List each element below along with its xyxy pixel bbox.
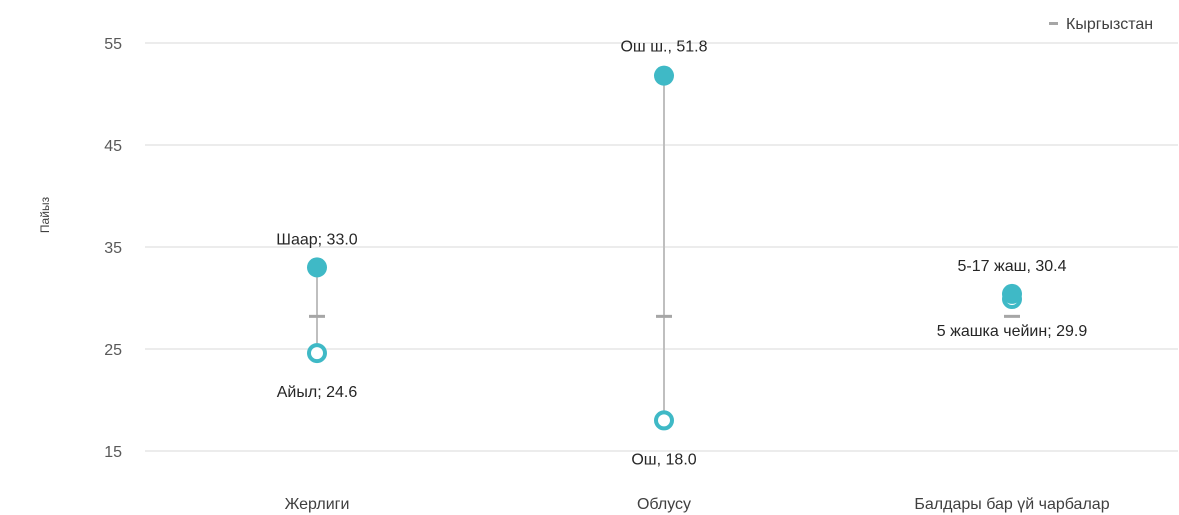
legend-marker-kyrgyzstan bbox=[1049, 22, 1058, 25]
high-point-label: 5-17 жаш, 30.4 bbox=[958, 258, 1067, 275]
y-tick-label: 25 bbox=[104, 342, 122, 359]
high-point-label: Шаар; 33.0 bbox=[276, 231, 357, 248]
low-point-label: Айыл; 24.6 bbox=[277, 384, 358, 401]
low-point-label: 5 жашка чейин; 29.9 bbox=[937, 323, 1088, 340]
low-point-marker bbox=[654, 410, 674, 431]
high-point-marker bbox=[307, 257, 327, 278]
y-tick-label: 15 bbox=[104, 444, 122, 461]
high-point-marker bbox=[654, 65, 674, 86]
legend-label-kyrgyzstan: Кыргызстан bbox=[1066, 16, 1153, 33]
high-point-label: Ош ш., 51.8 bbox=[620, 39, 707, 56]
y-tick-label: 55 bbox=[104, 36, 122, 53]
y-tick-label: 35 bbox=[104, 240, 122, 257]
x-category-label: Жерлиги bbox=[285, 496, 350, 513]
x-category-label: Балдары бар үй чарбалар bbox=[914, 496, 1109, 513]
y-axis-title: Пайыз bbox=[38, 196, 52, 233]
x-axis-category-labels: Жерлиги Облусу Балдары бар үй чарбалар bbox=[285, 496, 1110, 513]
y-tick-label: 45 bbox=[104, 138, 122, 155]
x-category-label: Облусу bbox=[637, 496, 691, 513]
y-axis-tick-labels: 15 25 35 45 55 bbox=[104, 36, 122, 461]
low-point-marker bbox=[307, 343, 327, 364]
data-labels: Шаар; 33.0 Айыл; 24.6 Ош ш., 51.8 Ош, 18.0 5… bbox=[276, 39, 1087, 469]
high-point-marker bbox=[1002, 283, 1022, 304]
low-point-label: Ош, 18.0 bbox=[631, 451, 696, 468]
legend: Кыргызстан bbox=[1049, 16, 1153, 33]
series bbox=[307, 65, 1022, 431]
